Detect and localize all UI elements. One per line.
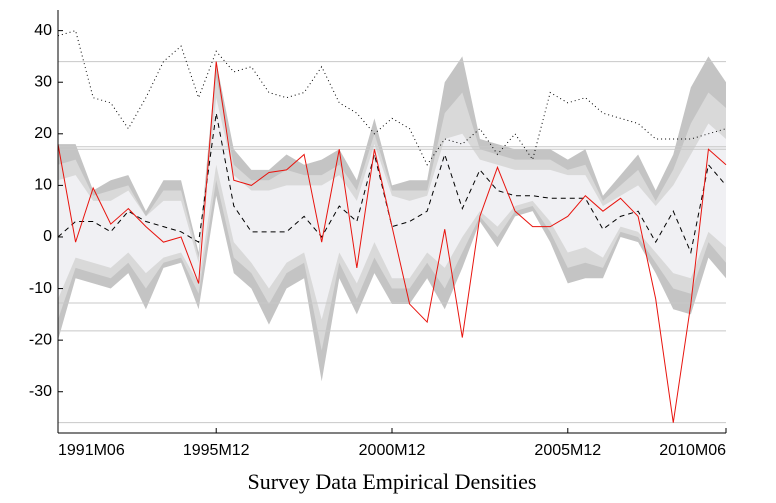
density-band (58, 97, 726, 320)
chart-title: Survey Data Empirical Densities (248, 469, 537, 494)
series-line (57, 61, 727, 423)
x-tick-label: 2000M12 (359, 442, 426, 459)
series-line (57, 113, 727, 255)
y-tick-label: -20 (29, 331, 52, 348)
x-tick-label: 2010M06 (659, 442, 726, 459)
x-tick-label: 1995M12 (183, 442, 250, 459)
y-tick-label: 40 (34, 22, 52, 39)
y-tick-label: 0 (43, 228, 52, 245)
x-tick-label: 1991M06 (58, 442, 125, 459)
y-tick-label: 20 (34, 125, 52, 142)
x-tick-label: 2005M12 (534, 442, 601, 459)
y-tick-label: 10 (34, 177, 52, 194)
y-tick-label: 30 (34, 73, 52, 90)
series-line (57, 30, 727, 166)
y-tick-label: -10 (29, 280, 52, 297)
y-tick-label: -30 (29, 383, 52, 400)
